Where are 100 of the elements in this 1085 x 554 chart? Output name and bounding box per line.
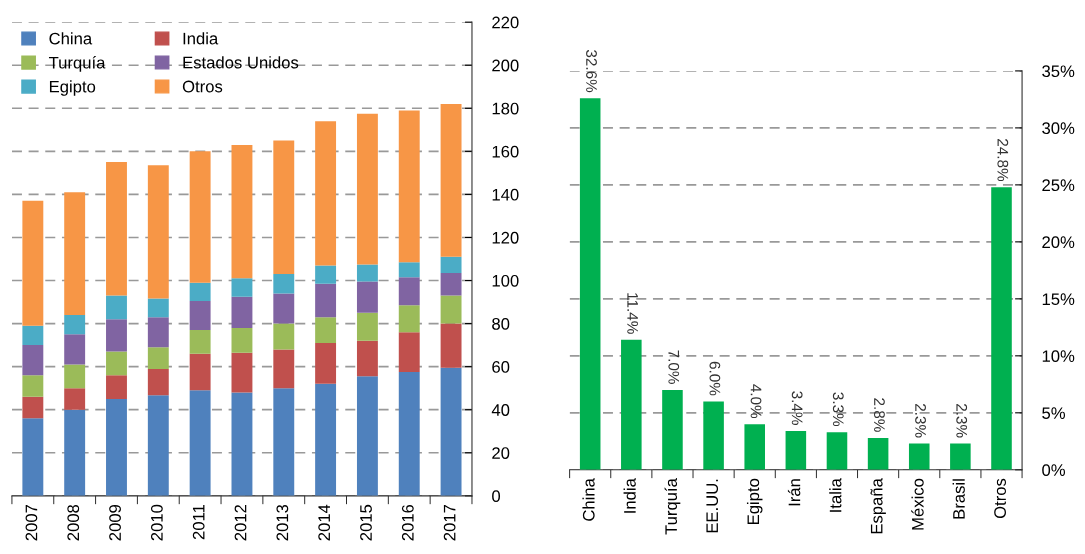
y-tick-label: 80 bbox=[492, 317, 510, 330]
bar bbox=[231, 392, 253, 496]
bar bbox=[440, 295, 462, 324]
y-tick-label: 40 bbox=[491, 404, 510, 416]
x-tick-label: 2009 bbox=[109, 504, 121, 541]
x-tick-label: Irán bbox=[787, 479, 801, 506]
bar bbox=[64, 388, 86, 410]
bar bbox=[22, 200, 44, 326]
bar bbox=[106, 295, 127, 320]
data-label: 11.4% bbox=[627, 293, 638, 334]
y-tick-label: 25% bbox=[1042, 179, 1075, 192]
x-tick-label: 2015 bbox=[360, 504, 372, 541]
bar bbox=[621, 339, 642, 470]
bar bbox=[106, 398, 127, 496]
legend-label: Turquía bbox=[48, 56, 106, 72]
bar bbox=[22, 396, 44, 419]
bar bbox=[189, 282, 211, 301]
bar bbox=[991, 187, 1012, 470]
y-tick-label: 120 bbox=[492, 231, 519, 244]
x-tick-label: 2012 bbox=[234, 505, 247, 541]
y-tick-label: 15% bbox=[1042, 293, 1075, 306]
bar bbox=[315, 265, 337, 284]
data-label: 3.3% bbox=[832, 392, 844, 427]
x-tick-label: Brasil bbox=[952, 479, 965, 519]
bar bbox=[147, 298, 169, 318]
x-tick-label: Turquía bbox=[664, 478, 681, 535]
bar bbox=[398, 305, 420, 333]
bar bbox=[147, 317, 169, 348]
bar bbox=[231, 352, 253, 393]
data-label: 4.0% bbox=[750, 384, 762, 419]
bar bbox=[147, 347, 169, 370]
x-tick-label: 2010 bbox=[150, 504, 163, 541]
x-tick-label: 2013 bbox=[276, 504, 289, 541]
data-label: 7.0% bbox=[668, 350, 680, 384]
bar bbox=[703, 401, 724, 470]
bar bbox=[106, 319, 127, 352]
bar bbox=[315, 121, 337, 266]
bar bbox=[147, 369, 169, 396]
data-label: 6.0% bbox=[709, 361, 721, 396]
data-label: 2.3% bbox=[956, 403, 968, 438]
legend-label: India bbox=[183, 32, 219, 45]
data-label: 2.3% bbox=[915, 403, 926, 438]
bar bbox=[64, 364, 86, 389]
x-tick-label: India bbox=[623, 478, 636, 513]
bar bbox=[106, 351, 127, 376]
bar bbox=[662, 390, 683, 470]
bar bbox=[231, 296, 253, 328]
bar bbox=[867, 437, 889, 470]
bar bbox=[440, 367, 462, 496]
bar bbox=[189, 353, 211, 391]
data-label: 3.4% bbox=[791, 391, 803, 425]
bar bbox=[356, 264, 378, 282]
bar bbox=[189, 390, 211, 496]
bar bbox=[106, 162, 127, 296]
bar bbox=[189, 151, 211, 283]
bar bbox=[231, 327, 253, 353]
data-label: 24.8% bbox=[997, 139, 1009, 182]
x-tick-label: Otros bbox=[994, 478, 1006, 519]
data-label: 2.8% bbox=[874, 398, 885, 432]
x-tick-label: 2014 bbox=[318, 504, 331, 541]
y-tick-label: 220 bbox=[492, 16, 519, 29]
x-tick-label: Egipto bbox=[746, 478, 763, 525]
x-tick-label: 2011 bbox=[192, 504, 205, 540]
y-tick-label: 35% bbox=[1042, 65, 1075, 78]
bar bbox=[273, 323, 295, 350]
bar bbox=[22, 345, 44, 376]
bar bbox=[785, 431, 807, 470]
bar bbox=[64, 314, 86, 335]
bar bbox=[273, 293, 295, 324]
x-tick-label: Italia bbox=[829, 478, 842, 512]
bar bbox=[356, 312, 378, 341]
bar bbox=[231, 278, 253, 297]
bar bbox=[147, 165, 169, 299]
y-tick-label: 160 bbox=[492, 145, 519, 158]
x-tick-label: China bbox=[582, 478, 595, 521]
y-tick-label: 0 bbox=[492, 490, 501, 503]
bar bbox=[398, 372, 420, 496]
bar bbox=[579, 98, 601, 470]
bar bbox=[273, 140, 295, 275]
bar bbox=[356, 281, 378, 313]
x-tick-label: EE.UU. bbox=[706, 479, 719, 533]
y-tick-label: 100 bbox=[492, 274, 519, 287]
bar bbox=[440, 272, 462, 296]
bar bbox=[22, 375, 44, 397]
bar bbox=[440, 103, 462, 257]
bar bbox=[147, 395, 169, 496]
bar bbox=[440, 256, 462, 273]
bar bbox=[315, 317, 337, 343]
legend-label: Estados Unidos bbox=[183, 56, 299, 69]
bar bbox=[398, 332, 420, 373]
y-tick-label: 30% bbox=[1042, 122, 1075, 135]
bar bbox=[744, 424, 765, 470]
legend-label: Otros bbox=[182, 80, 223, 93]
x-tick-label: España bbox=[870, 478, 886, 534]
y-tick-label: 60 bbox=[492, 361, 510, 373]
bar bbox=[398, 277, 420, 306]
bar bbox=[315, 383, 337, 496]
legend-label: Egipto bbox=[49, 80, 96, 96]
x-tick-label: 2017 bbox=[443, 505, 456, 541]
bar bbox=[398, 262, 420, 278]
